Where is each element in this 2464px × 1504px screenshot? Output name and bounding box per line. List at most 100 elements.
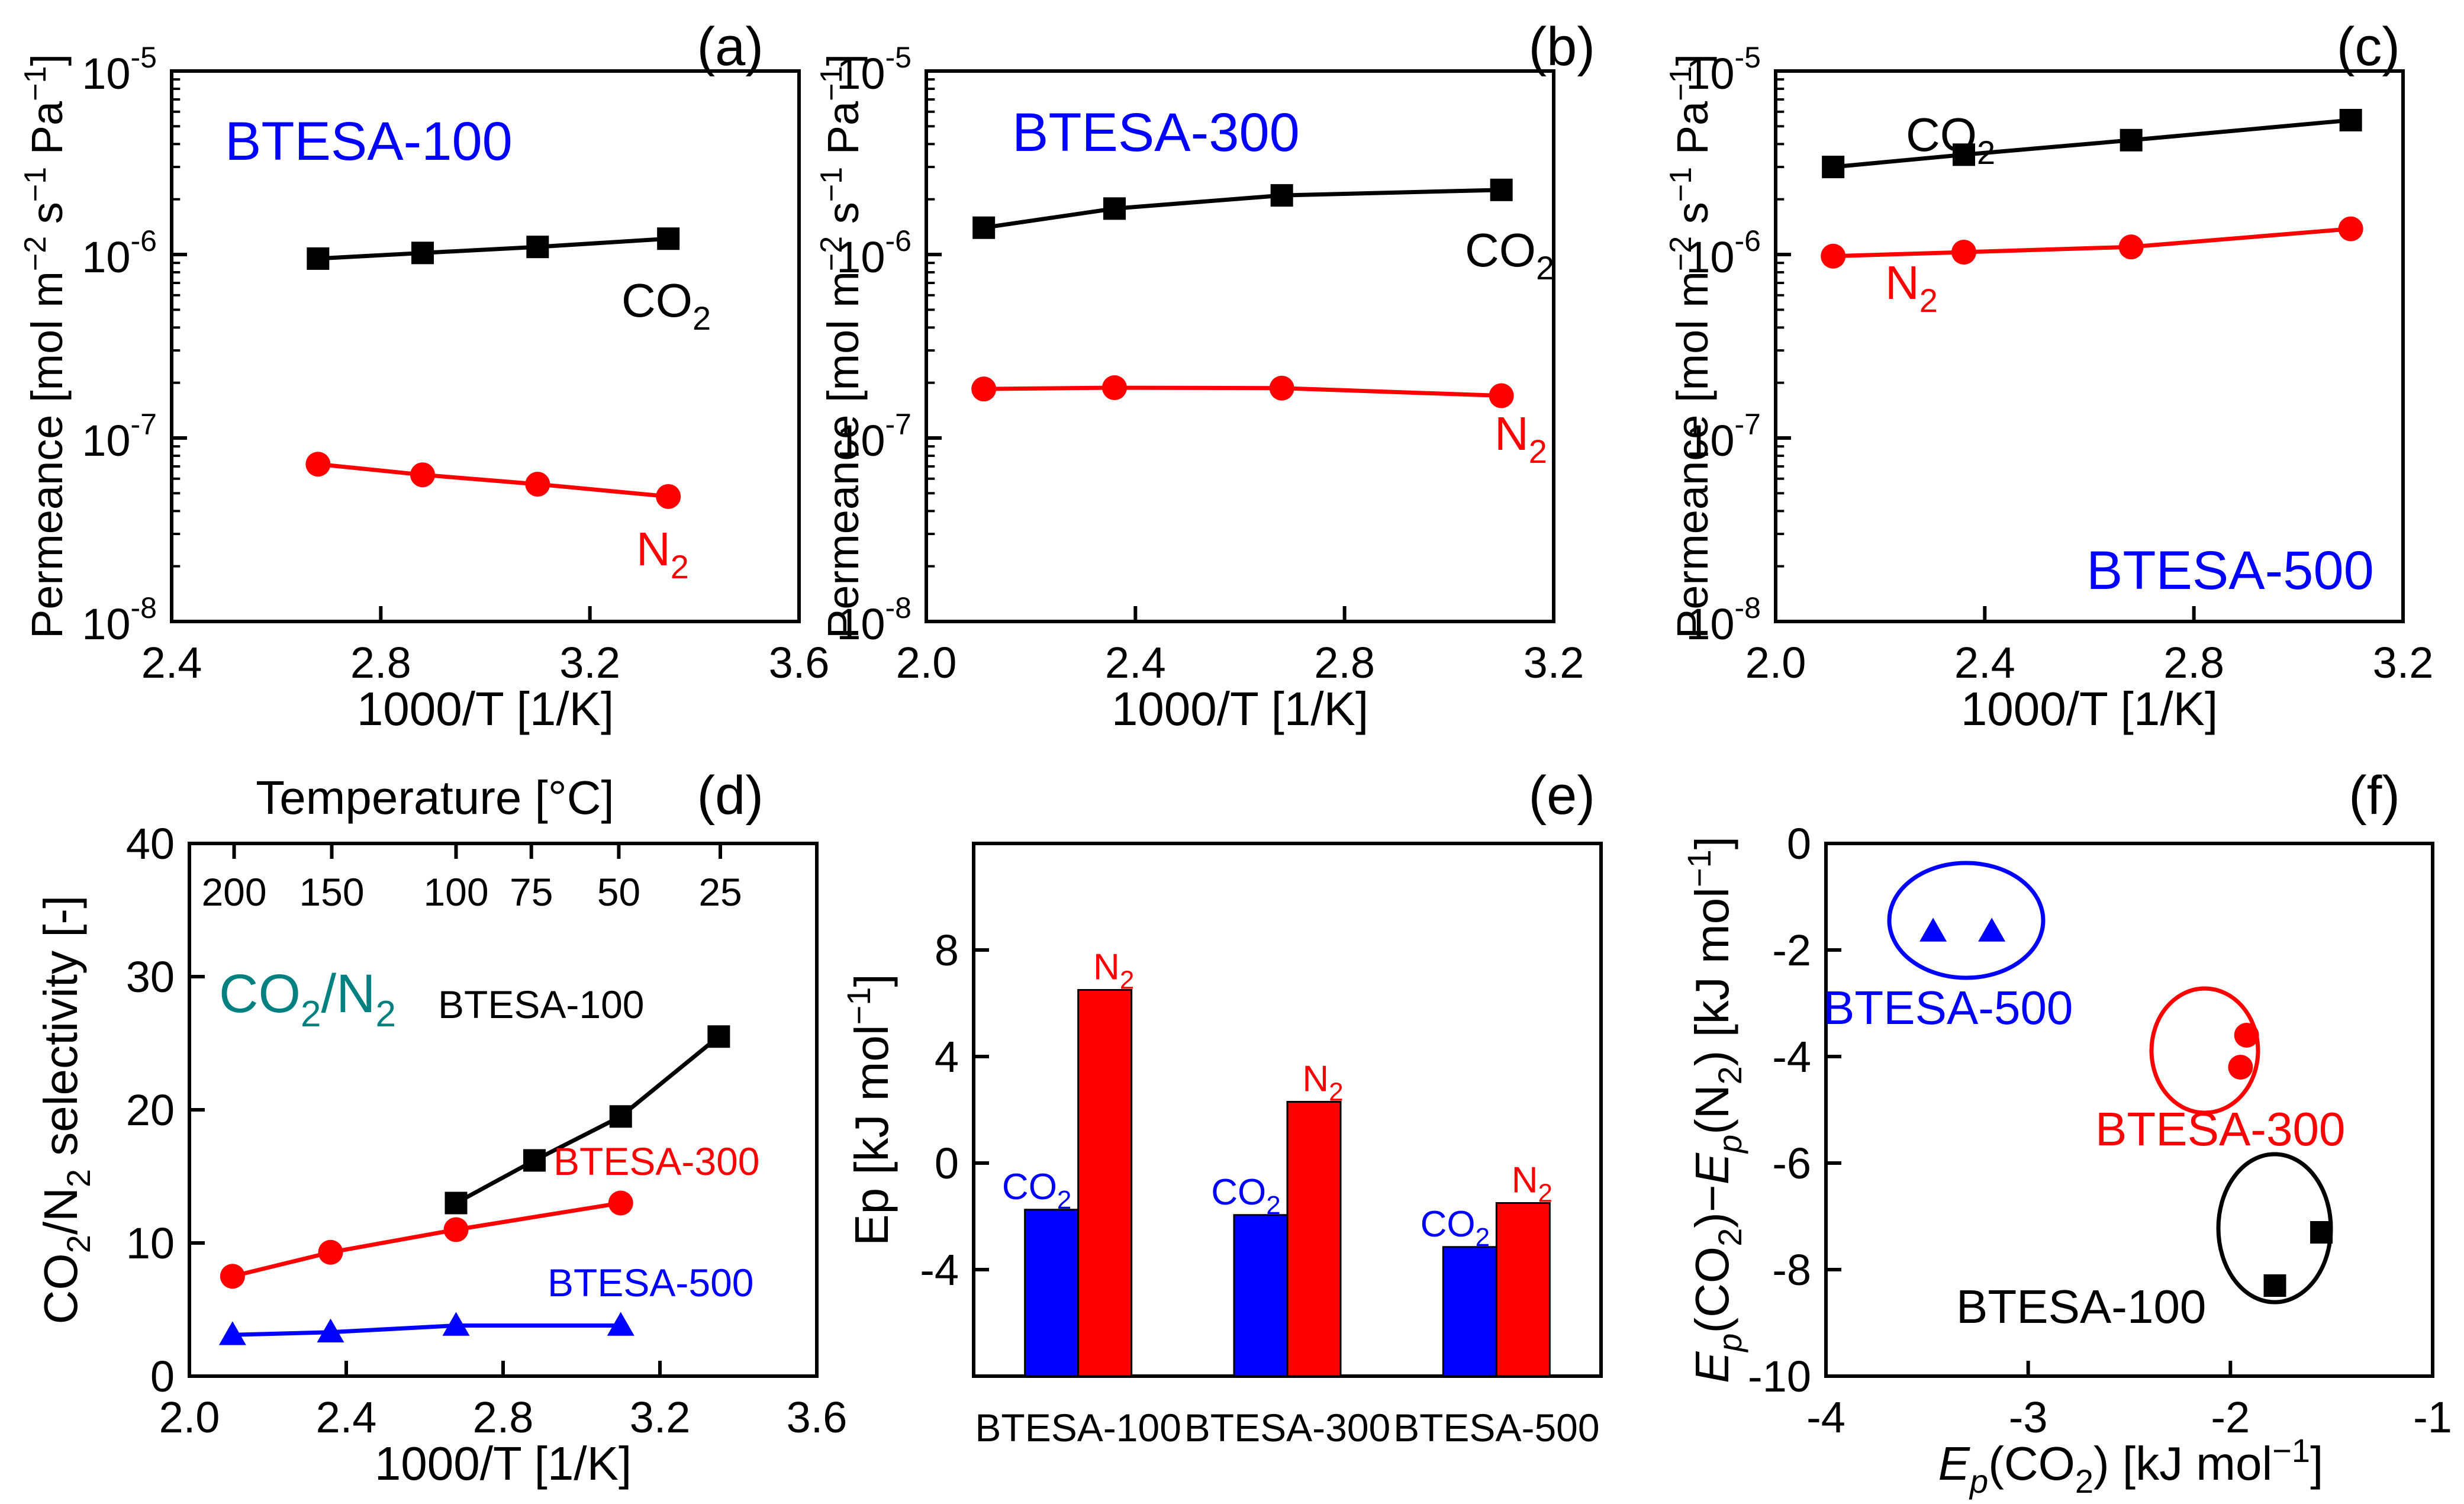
panel-b-label: (b) <box>1529 17 1595 77</box>
panel-a-point-n2-1 <box>410 462 435 488</box>
panel-f-point-btesa-500-0 <box>1919 917 1947 942</box>
panel-f-ytick-label-2: -6 <box>1772 1139 1811 1188</box>
panel-c-line-n2 <box>1833 227 2351 259</box>
panel-a-frame <box>170 69 801 623</box>
panel-c-point-co2-0 <box>1822 156 1845 179</box>
panel-a-ytick-label-1: 10-7 <box>82 408 157 465</box>
panel-b-xtick-label-0: 2.0 <box>896 638 957 687</box>
panel-d-top-tick-label-2: 100 <box>423 870 488 914</box>
panel-b-ylabel: Permeance [mol m−2 s−1 Pa−1] <box>814 54 868 639</box>
panel-f-ylabel: Ep(CO2)−Ep(N2) [kJ mol−1] <box>1680 836 1748 1383</box>
panel-a-ytick-label-2: 10-6 <box>82 224 157 282</box>
panel-d-legend-btesa300: BTESA-300 <box>553 1139 760 1183</box>
panel-b-point-n2-1 <box>1102 375 1127 401</box>
panel-b-point-n2-3 <box>1489 383 1514 408</box>
panel-d-top-tick-label-5: 25 <box>698 870 742 914</box>
panel-d-label: (d) <box>697 765 764 826</box>
panel-d: (d) Temperature [°C] CO2/N2 1000/T [1/K]… <box>34 765 847 1490</box>
panel-a-series <box>305 227 681 509</box>
panel-f-xtick-label-1: -3 <box>2009 1393 2048 1442</box>
panel-c-point-n2-2 <box>2118 234 2144 260</box>
panel-b-title: BTESA-300 <box>1012 102 1300 163</box>
panel-e-ytick-label-3: 8 <box>935 926 959 975</box>
panel-f-xlabel: Ep(CO2) [kJ mol−1] <box>1938 1432 2324 1500</box>
panel-b-xtick-label-3: 3.2 <box>1524 638 1584 687</box>
panel-b-ytick-label-1: 10-7 <box>836 408 911 465</box>
panel-f-series <box>1919 917 2333 1297</box>
panel-f-xtick-label-2: -2 <box>2211 1393 2250 1442</box>
panel-d-legend-btesa100: BTESA-100 <box>438 983 645 1026</box>
panel-e-category-label-0: BTESA-100 <box>975 1406 1181 1450</box>
panel-d-point-btesa-300-2 <box>443 1217 469 1242</box>
panel-f-btesa300-ellipse <box>2149 986 2260 1115</box>
panel-f: (f) Ep(CO2) [kJ mol−1] Ep(CO2)−Ep(N2) [k… <box>1680 765 2452 1500</box>
panel-e-bar-label-btesa-100-n2: N2 <box>1093 947 1134 995</box>
panel-e-bars: CO2 N2 BTESA-100 CO2 N2 BTESA-300 CO2 N2 BTESA-5… <box>975 947 1599 1450</box>
panel-e-ytick-label-1: 0 <box>935 1139 959 1188</box>
panel-a-line-co2 <box>318 236 669 261</box>
panel-d-series <box>218 1025 730 1345</box>
panel-c-point-co2-3 <box>2339 108 2362 131</box>
panel-e-bar-label-btesa-500-co2: CO2 <box>1421 1204 1490 1252</box>
panel-f-ytick-label-4: -2 <box>1772 926 1811 975</box>
panel-b: (b) BTESA-300 1000/T [1/K] Permeance [mo… <box>814 17 1595 735</box>
panel-c-title: BTESA-500 <box>2086 540 2374 601</box>
panel-e-bar-label-btesa-300-n2: N2 <box>1302 1059 1343 1107</box>
panel-a-label: (a) <box>697 17 764 77</box>
panel-a-xtick-label-2: 3.2 <box>559 638 620 687</box>
panel-c-xlabel: 1000/T [1/K] <box>1961 682 2218 735</box>
panel-e-bar-label-btesa-300-co2: CO2 <box>1211 1172 1280 1220</box>
panel-b-line-n2 <box>984 385 1502 398</box>
panel-c-co2-annotation: CO2 <box>1906 108 1995 171</box>
panel-c-ytick-label-3: 10-5 <box>1686 41 1761 98</box>
panel-f-point-btesa-500-1 <box>1978 917 2006 942</box>
panel-d-top-tick-label-0: 200 <box>201 870 266 914</box>
panel-e-yticks: -4 0 4 8 <box>920 926 989 1294</box>
panel-e-bar-btesa-300-n2 <box>1286 1101 1342 1377</box>
panel-d-point-btesa-100-3 <box>707 1025 730 1048</box>
panel-b-yticks: 10-8 10-7 10-6 10-5 <box>836 41 942 649</box>
panel-c-line-co2 <box>1832 118 2351 169</box>
panel-b-series <box>971 178 1514 408</box>
panel-b-point-co2-0 <box>972 216 996 239</box>
panel-a-ytick-label-0: 10-8 <box>82 591 157 649</box>
panel-d-point-btesa-500-1 <box>317 1318 344 1342</box>
panel-a-point-n2-3 <box>656 484 681 509</box>
panel-a-ytick-label-3: 10-5 <box>82 41 157 98</box>
panel-b-xticks: 2.0 2.4 2.8 3.2 <box>896 606 1584 687</box>
panel-b-n2-annotation: N2 <box>1494 407 1547 470</box>
panel-a-point-co2-1 <box>411 241 434 265</box>
panel-d-point-btesa-300-0 <box>220 1264 245 1289</box>
panel-a-xtick-label-3: 3.6 <box>769 638 830 687</box>
panel-c-point-n2-3 <box>2338 216 2363 241</box>
panel-a: (a) BTESA-100 1000/T [1/K] Permeance [mo… <box>18 17 829 735</box>
panel-f-point-btesa-100-1 <box>2263 1274 2286 1297</box>
panel-e-bar-btesa-100-co2 <box>1024 1209 1080 1377</box>
panel-c-series <box>1821 108 2363 269</box>
panel-a-xticks: 2.4 2.8 3.2 3.6 <box>141 606 830 687</box>
panel-b-line-co2 <box>983 188 1502 230</box>
panel-a-xtick-label-0: 2.4 <box>141 638 202 687</box>
panel-d-top-tick-label-3: 75 <box>510 870 553 914</box>
panel-c-xtick-label-2: 2.8 <box>2163 638 2224 687</box>
panel-b-xlabel: 1000/T [1/K] <box>1112 682 1368 735</box>
panel-e-bar-btesa-100-n2 <box>1077 989 1133 1377</box>
panel-e-category-label-2: BTESA-500 <box>1393 1406 1600 1450</box>
panel-b-frame <box>925 69 1555 623</box>
panel-d-ytick-label-2: 20 <box>126 1086 175 1135</box>
panel-b-co2-annotation: CO2 <box>1465 224 1554 286</box>
panel-f-btesa500-ellipse <box>1887 861 2046 980</box>
panel-d-ytick-label-0: 0 <box>150 1352 175 1401</box>
panel-f-ytick-label-3: -4 <box>1772 1032 1811 1081</box>
panel-e-bar-label-btesa-100-co2: CO2 <box>1002 1167 1071 1215</box>
panel-e-ylabel: Ep [kJ mol−1] <box>840 974 898 1246</box>
panel-d-ylabel: CO2/N2 selectivity [-] <box>34 896 97 1325</box>
panel-f-legend-btesa500: BTESA-500 <box>1823 981 2073 1034</box>
panel-c: (c) BTESA-500 1000/T [1/K] Permeance [mo… <box>1664 17 2433 735</box>
panel-b-point-n2-2 <box>1269 375 1294 401</box>
panel-f-ytick-label-5: 0 <box>1787 819 1811 868</box>
panel-c-point-co2-1 <box>1953 143 1975 166</box>
panel-d-yticks: 0 10 20 30 40 <box>126 819 205 1401</box>
panel-e-ytick-label-2: 4 <box>935 1032 959 1081</box>
